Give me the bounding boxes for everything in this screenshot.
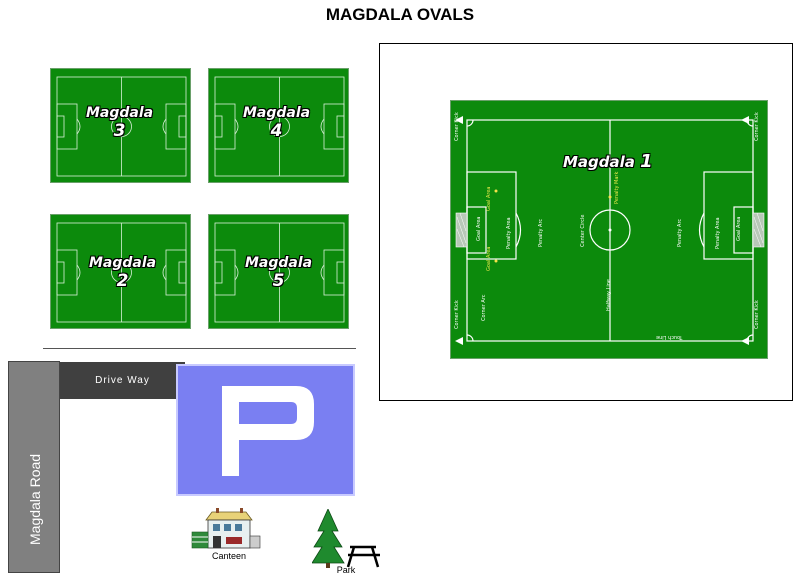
road-label: Magdala Road — [27, 453, 43, 545]
pitch-markings — [56, 222, 187, 323]
field-1[interactable]: Magdala 1 Corner Kick Corner Kick Corner… — [450, 100, 768, 359]
corner-kick-label-tr: Corner Kick — [754, 112, 760, 141]
pitch-markings — [56, 76, 187, 177]
halfway-line-label: Halfway Line — [606, 278, 612, 311]
canteen-building-icon[interactable] — [190, 504, 268, 550]
corner-flags — [455, 116, 749, 345]
goal-area-label-left: Goal Area — [476, 216, 482, 241]
pitch-markings — [455, 116, 765, 345]
pitch-markings — [214, 76, 345, 177]
field-2[interactable]: Magdala 2 — [50, 214, 191, 329]
penalty-area-label-right: Penalty Area — [715, 217, 721, 249]
field-4-label: Magdala 4 — [243, 105, 311, 141]
magdala-road: Magdala Road — [8, 361, 60, 573]
corner-arc-label: Corner Arc — [481, 294, 487, 321]
parking-p-icon — [222, 386, 314, 476]
divider — [43, 348, 356, 349]
field-4[interactable]: Magdala 4 — [208, 68, 349, 183]
field-3-label: Magdala 3 — [86, 105, 154, 141]
penalty-arc-label-right: Penalty Arc — [677, 218, 683, 247]
penalty-arc-label-left: Penalty Arc — [538, 218, 544, 247]
park-tree-bench-icon[interactable] — [312, 509, 384, 569]
driveway: Drive Way — [60, 362, 185, 399]
goal-area-label-bottom: Goal Area — [486, 246, 492, 271]
field-1-label: Magdala 1 — [563, 151, 653, 172]
parking-lot[interactable] — [176, 364, 355, 496]
goal-area-label-right: Goal Area — [736, 216, 742, 241]
pitch-markings — [214, 222, 345, 323]
field-3[interactable]: Magdala 3 — [50, 68, 191, 183]
map-title: MAGDALA OVALS — [325, 5, 475, 24]
field-2-label: Magdala 2 — [89, 255, 157, 291]
corner-kick-label-bl: Corner Kick — [454, 300, 460, 329]
field-5[interactable]: Magdala 5 — [208, 214, 349, 329]
field-5-label: Magdala 5 — [245, 255, 313, 291]
corner-kick-label-br: Corner Kick — [754, 300, 760, 329]
goal-area-label-top: Goal Area — [486, 186, 492, 211]
penalty-area-label-left: Penalty Area — [506, 217, 512, 249]
park-label: Park — [336, 565, 356, 575]
corner-kick-label-tl: Corner Kick — [454, 112, 460, 141]
center-circle-label: Center Circle — [580, 214, 586, 247]
canteen-label: Canteen — [211, 551, 247, 561]
touch-line-label: Touch Line — [656, 334, 683, 340]
penalty-mark-label: Penalty Mark — [614, 171, 620, 204]
